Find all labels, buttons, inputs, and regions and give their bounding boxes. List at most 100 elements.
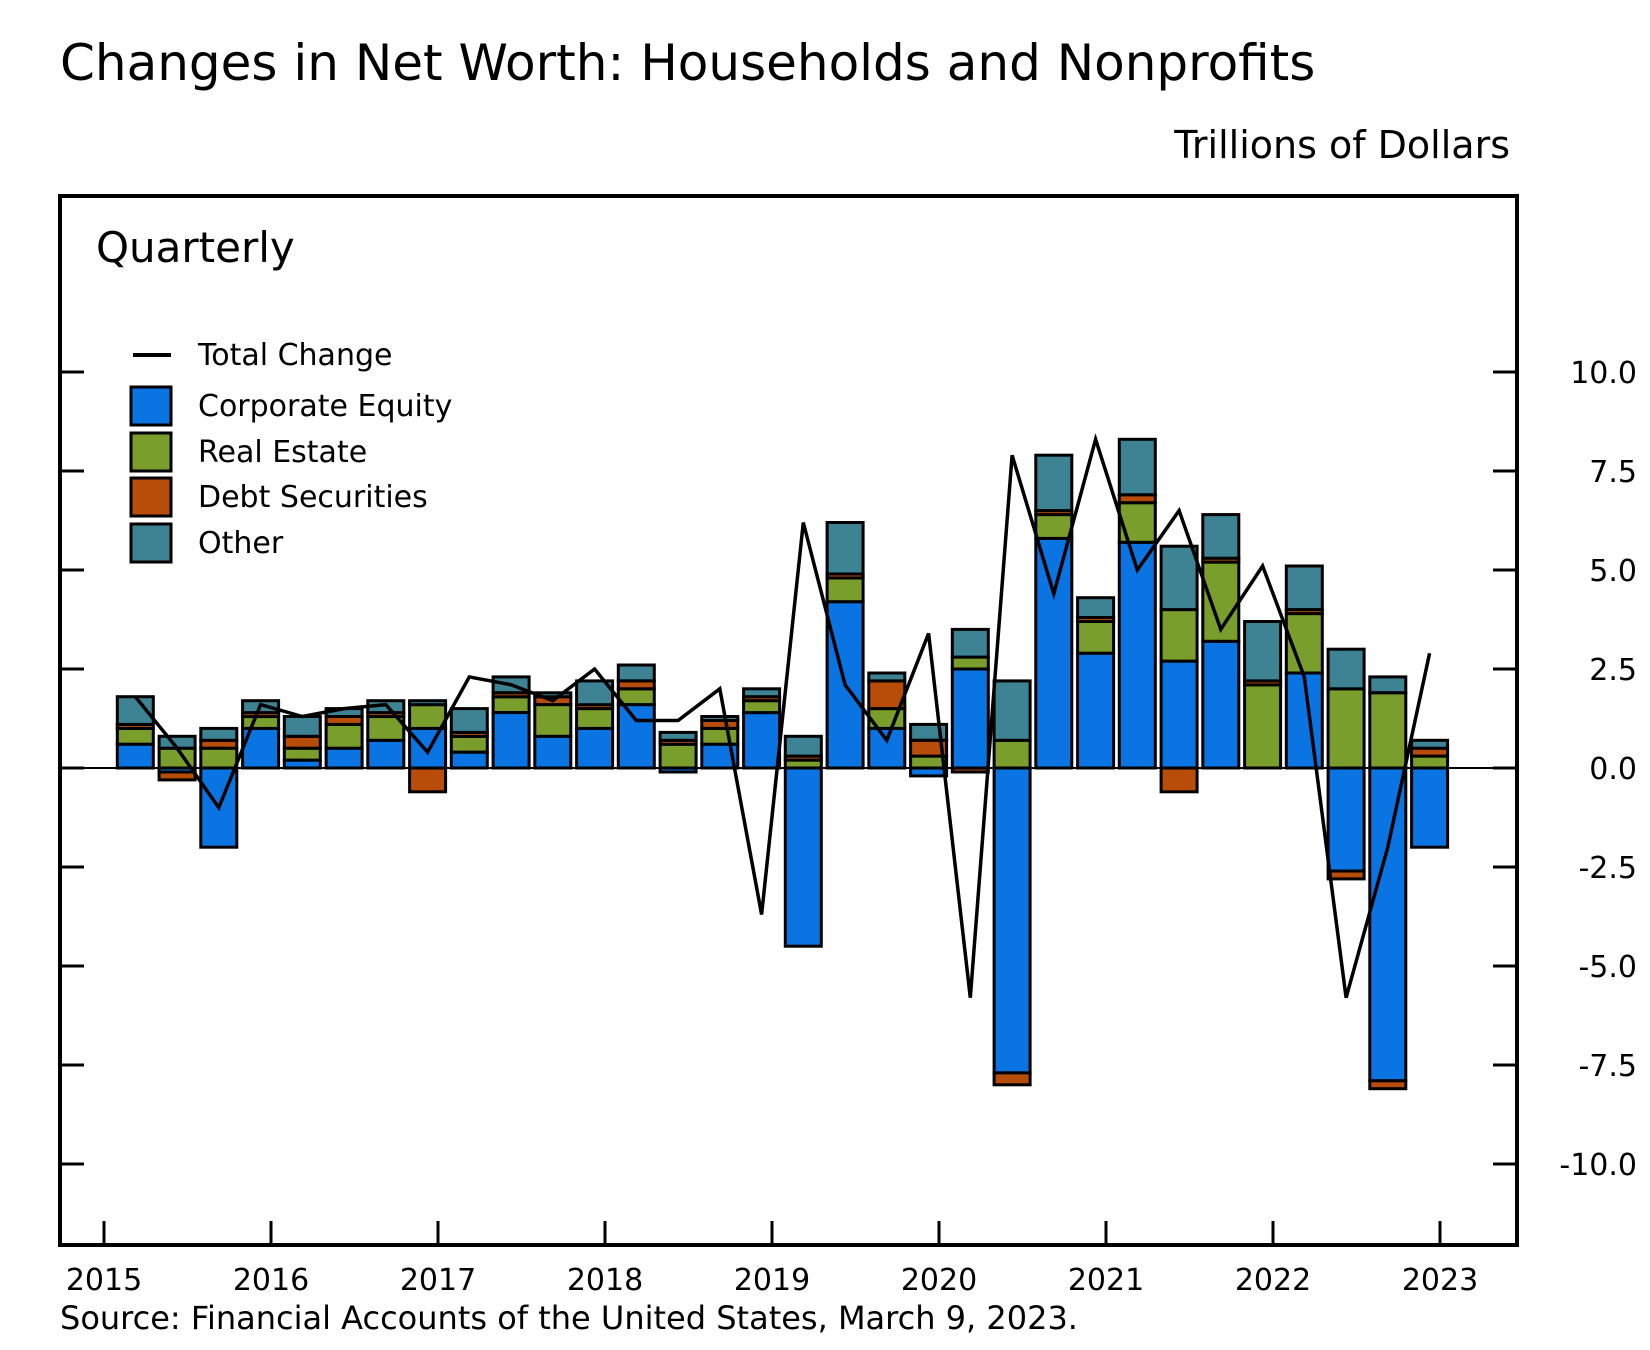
bar-segment-corporate-equity <box>491 711 531 770</box>
legend-swatch-debt-securities <box>129 476 173 518</box>
legend-label-total-change: Total Change <box>197 338 392 373</box>
bar-segment-other <box>1368 675 1408 695</box>
bar-segment-real-estate <box>700 726 740 746</box>
bar-segment-real-estate <box>1326 687 1366 770</box>
bar-segment-real-estate <box>1243 683 1283 770</box>
y-tick-label: 2.5 <box>1589 653 1637 688</box>
chart-title: Changes in Net Worth: Households and Non… <box>60 34 1316 92</box>
x-tick-label: 2017 <box>400 1263 476 1298</box>
bar-segment-real-estate <box>408 703 448 730</box>
x-tick-label: 2015 <box>66 1263 142 1298</box>
bar-segment-other <box>449 707 489 734</box>
bar-segment-real-estate <box>1410 754 1450 770</box>
bar-segment-other <box>1410 738 1450 750</box>
bar-segment-other <box>700 715 740 722</box>
bar-segment-other <box>742 687 782 699</box>
bar-segment-corporate-equity <box>992 766 1032 1075</box>
legend-label-other: Other <box>198 526 284 561</box>
bar-segment-corporate-equity <box>1076 651 1116 770</box>
bar-segment-corporate-equity <box>950 667 990 770</box>
bar-segment-debt-securities <box>282 734 322 750</box>
bar-segment-real-estate <box>491 695 531 715</box>
y-tick-label: 0.0 <box>1589 752 1637 787</box>
bar-segment-corporate-equity <box>324 746 364 770</box>
legend-label-debt-securities: Debt Securities <box>198 480 428 515</box>
bar-segment-real-estate <box>115 726 155 746</box>
bar-segment-debt-securities <box>1159 766 1199 794</box>
y-tick-label: -10.0 <box>1559 1148 1637 1183</box>
bar-segment-debt-securities <box>1326 869 1366 881</box>
bar-segment-other <box>909 722 949 742</box>
y-tick-label: -7.5 <box>1578 1049 1637 1084</box>
bar-segment-real-estate <box>742 699 782 715</box>
bar-segment-other <box>616 663 656 683</box>
bar-segment-real-estate <box>575 707 615 730</box>
x-tick-label: 2021 <box>1068 1263 1144 1298</box>
bar-segment-real-estate <box>658 742 698 770</box>
bar-segment-debt-securities <box>992 1071 1032 1087</box>
y-tick-label: -2.5 <box>1578 851 1637 886</box>
x-axis: 2015 2016 2017 2018 2019 2020 2021 2022 2023 <box>66 1221 1478 1298</box>
total-change-line <box>133 433 1432 999</box>
bar-segment-other <box>992 679 1032 742</box>
bar-segment-corporate-equity <box>1117 540 1157 770</box>
legend-label-real-estate: Real Estate <box>198 435 367 470</box>
bar-segment-debt-securities <box>408 766 448 794</box>
bar-segment-corporate-equity <box>1368 766 1408 1083</box>
y-tick-label: 10.0 <box>1570 356 1637 391</box>
panel-label: Quarterly <box>96 223 295 272</box>
bar-segment-corporate-equity <box>1326 766 1366 873</box>
bar-segment-real-estate <box>324 722 364 750</box>
bar-segment-other <box>950 627 990 659</box>
bar-segment-other <box>282 715 322 738</box>
bar-segment-other <box>1159 544 1199 612</box>
bar-segment-real-estate <box>1368 691 1408 770</box>
bar-segment-corporate-equity <box>115 742 155 770</box>
bar-segment-corporate-equity <box>783 766 823 948</box>
bar-segment-other <box>658 730 698 742</box>
x-tick-label: 2020 <box>901 1263 977 1298</box>
bar-segment-real-estate <box>1117 501 1157 544</box>
bar-segment-debt-securities <box>157 770 197 782</box>
legend: Total Change Corporate Equity Real Estate D… <box>129 338 452 564</box>
legend-label-corporate-equity: Corporate Equity <box>198 389 452 424</box>
bar-segment-corporate-equity <box>616 703 656 770</box>
bar-segment-corporate-equity <box>742 711 782 770</box>
x-tick-label: 2019 <box>734 1263 810 1298</box>
bar-segment-corporate-equity <box>1201 639 1241 770</box>
bar-segment-corporate-equity <box>1159 659 1199 770</box>
bar-segment-other <box>1117 437 1157 497</box>
x-tick-label: 2018 <box>567 1263 643 1298</box>
bar-segment-corporate-equity <box>1410 766 1450 849</box>
y-axis: 10.0 7.5 5.0 2.5 0.0 -2.5 -5.0 -7.5 -10.0 <box>60 356 1637 1183</box>
bar-segment-other <box>1034 453 1074 513</box>
bar-segment-real-estate <box>992 738 1032 770</box>
bar-segment-other <box>1326 647 1366 691</box>
x-tick-label: 2023 <box>1402 1263 1478 1298</box>
bar-segment-corporate-equity <box>366 738 406 770</box>
bar-segment-corporate-equity <box>1034 536 1074 770</box>
x-tick-label: 2022 <box>1235 1263 1311 1298</box>
y-tick-label: -5.0 <box>1578 950 1637 985</box>
bar-segment-real-estate <box>825 576 865 604</box>
y-tick-label: 5.0 <box>1589 554 1637 589</box>
source-note: Source: Financial Accounts of the United… <box>60 1299 1078 1337</box>
bar-segment-real-estate <box>1159 608 1199 663</box>
bar-segment-corporate-equity <box>408 726 448 770</box>
bar-segment-other <box>783 734 823 758</box>
bar-segment-real-estate <box>449 734 489 754</box>
bar-segment-real-estate <box>1076 620 1116 655</box>
bar-segment-real-estate <box>1034 513 1074 540</box>
bar-segment-other <box>867 671 907 683</box>
legend-swatch-real-estate <box>129 431 173 473</box>
bar-segment-other <box>408 699 448 707</box>
bar-segment-real-estate <box>199 746 239 770</box>
bar-segment-other <box>1284 564 1324 612</box>
bar-segment-real-estate <box>533 703 573 738</box>
bar-segment-debt-securities <box>1368 1079 1408 1091</box>
bar-segment-other <box>199 726 239 742</box>
units-label: Trillions of Dollars <box>1174 123 1510 167</box>
plot-frame <box>58 194 1519 1247</box>
bar-segment-corporate-equity <box>575 726 615 770</box>
